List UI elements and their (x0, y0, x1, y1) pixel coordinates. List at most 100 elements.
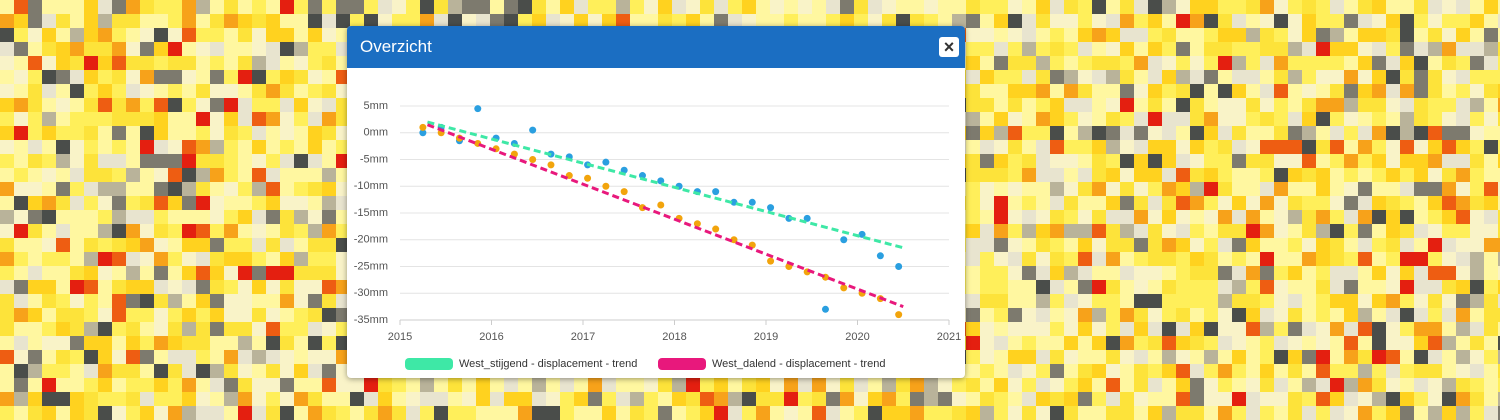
map-tile (1330, 336, 1344, 350)
map-tile (1358, 98, 1372, 112)
map-tile (196, 154, 210, 168)
data-point (840, 284, 848, 292)
map-tile (196, 280, 210, 294)
map-tile (28, 224, 42, 238)
map-tile (1204, 168, 1218, 182)
map-tile (0, 280, 14, 294)
map-tile (1330, 70, 1344, 84)
map-tile (1442, 252, 1456, 266)
map-tile (238, 294, 252, 308)
map-tile (1134, 182, 1148, 196)
map-tile (1036, 378, 1050, 392)
map-tile (266, 84, 280, 98)
map-tile (980, 126, 994, 140)
map-tile (294, 42, 308, 56)
popup-header: Overzicht × (347, 26, 965, 68)
map-tile (182, 182, 196, 196)
map-tile (84, 14, 98, 28)
map-tile (742, 378, 756, 392)
map-tile (308, 322, 322, 336)
map-tile (350, 0, 364, 14)
x-tick-label: 2018 (662, 331, 686, 343)
map-tile (56, 224, 70, 238)
map-tile (266, 392, 280, 406)
map-tile (42, 112, 56, 126)
map-tile (70, 364, 84, 378)
data-point (474, 105, 482, 113)
map-tile (462, 14, 476, 28)
map-tile (1106, 14, 1120, 28)
map-tile (42, 308, 56, 322)
map-tile (1316, 70, 1330, 84)
map-tile (1470, 336, 1484, 350)
map-tile (1316, 126, 1330, 140)
map-tile (140, 252, 154, 266)
map-tile (294, 280, 308, 294)
map-tile (350, 406, 364, 420)
data-point (657, 201, 665, 209)
map-tile (1162, 224, 1176, 238)
map-tile (70, 42, 84, 56)
map-tile (1302, 168, 1316, 182)
map-tile (966, 14, 980, 28)
map-tile (1302, 126, 1316, 140)
map-tile (1316, 280, 1330, 294)
map-tile (812, 14, 826, 28)
map-tile (98, 392, 112, 406)
map-tile (84, 70, 98, 84)
map-tile (798, 14, 812, 28)
close-button[interactable]: × (939, 37, 959, 57)
map-tile (420, 392, 434, 406)
map-tile (1358, 112, 1372, 126)
map-tile (168, 308, 182, 322)
map-tile (1302, 154, 1316, 168)
map-tile (14, 98, 28, 112)
map-tile (1218, 336, 1232, 350)
map-tile (238, 308, 252, 322)
data-point (602, 182, 610, 190)
map-tile (1092, 98, 1106, 112)
map-tile (434, 0, 448, 14)
map-tile (980, 0, 994, 14)
map-tile (1428, 98, 1442, 112)
map-tile (1078, 56, 1092, 70)
map-tile (1484, 112, 1498, 126)
map-tile (1148, 154, 1162, 168)
map-tile (168, 42, 182, 56)
map-tile (126, 98, 140, 112)
map-tile (1064, 42, 1078, 56)
map-tile (336, 350, 350, 364)
map-tile (112, 350, 126, 364)
map-tile (1064, 238, 1078, 252)
map-tile (1218, 70, 1232, 84)
map-tile (1386, 56, 1400, 70)
map-tile (1120, 126, 1134, 140)
map-tile (980, 56, 994, 70)
map-tile (1358, 266, 1372, 280)
map-tile (210, 364, 224, 378)
map-tile (1484, 280, 1498, 294)
map-tile (966, 70, 980, 84)
map-tile (252, 406, 266, 420)
map-tile (1456, 336, 1470, 350)
map-tile (1078, 168, 1092, 182)
map-tile (1120, 350, 1134, 364)
map-tile (630, 406, 644, 420)
map-tile (966, 280, 980, 294)
map-tile (322, 210, 336, 224)
map-tile (532, 14, 546, 28)
map-tile (126, 224, 140, 238)
map-tile (1204, 364, 1218, 378)
legend-label: West_stijgend - displacement - trend (459, 358, 637, 370)
map-tile (1218, 168, 1232, 182)
map-tile (112, 182, 126, 196)
map-tile (168, 238, 182, 252)
map-tile (126, 56, 140, 70)
map-tile (308, 364, 322, 378)
map-tile (70, 0, 84, 14)
map-tile (1372, 154, 1386, 168)
map-tile (98, 252, 112, 266)
map-tile (1414, 168, 1428, 182)
map-tile (14, 168, 28, 182)
map-tile (1442, 266, 1456, 280)
